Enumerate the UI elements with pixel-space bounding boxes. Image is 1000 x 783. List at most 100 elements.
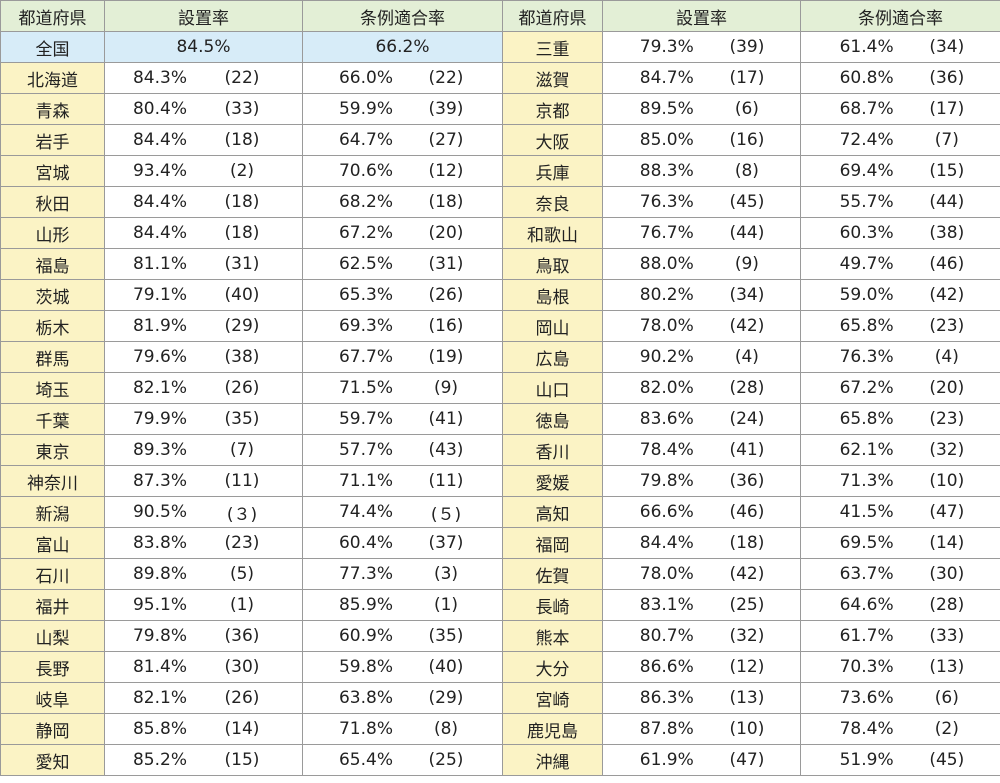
setup-rate: 83.1% (25) — [602, 589, 801, 621]
ordinance-rate-rank: (2) — [934, 719, 959, 739]
table-row: 秋田 84.4% (18) 68.2% (18) 奈良 76.3% (45) 55.7% (44) — [0, 186, 1000, 218]
ordinance-rate: 57.7% (43) — [302, 434, 503, 466]
prefecture-name: 山梨 — [0, 620, 105, 652]
setup-rate-value: 89.5% — [639, 99, 694, 119]
setup-rate-value: 89.8% — [132, 564, 187, 584]
prefecture-name: 群馬 — [0, 341, 105, 373]
setup-rate-value: 85.0% — [639, 130, 694, 150]
prefecture-name: 神奈川 — [0, 465, 105, 497]
prefecture-name: 茨城 — [0, 279, 105, 311]
ordinance-rate-value: 66.0% — [338, 68, 393, 88]
table-row: 東京 89.3% (7) 57.7% (43) 香川 78.4% (41) 62.1% (32) — [0, 434, 1000, 466]
setup-rate: 88.3% (8) — [602, 155, 801, 187]
setup-rate: 80.7% (32) — [602, 620, 801, 652]
prefecture-name: 青森 — [0, 93, 105, 125]
ordinance-rate: 60.4% (37) — [302, 527, 503, 559]
setup-rate: 84.4% (18) — [602, 527, 801, 559]
prefecture-name: 栃木 — [0, 310, 105, 342]
setup-rate-value: 78.0% — [639, 564, 694, 584]
ordinance-rate: 71.8% (8) — [302, 713, 503, 745]
prefecture-name: 福岡 — [502, 527, 603, 559]
ordinance-rate: 70.3% (13) — [800, 651, 1000, 683]
ordinance-rate: 69.4% (15) — [800, 155, 1000, 187]
ordinance-rate-value: 77.3% — [338, 564, 393, 584]
ordinance-rate-value: 60.8% — [839, 68, 894, 88]
table-row: 神奈川 87.3% (11) 71.1% (11) 愛媛 79.8% (36) 71.3% (10… — [0, 465, 1000, 497]
ordinance-rate: 73.6% (6) — [800, 682, 1000, 714]
table-row: 山形 84.4% (18) 67.2% (20) 和歌山 76.7% (44) 60.3% (38… — [0, 217, 1000, 249]
ordinance-rate: 77.3% (3) — [302, 558, 503, 590]
ordinance-rate-value: 65.8% — [839, 316, 894, 336]
setup-rate: 61.9% (47) — [602, 744, 801, 776]
setup-rate-value: 84.4% — [132, 192, 187, 212]
ordinance-rate-rank: (7) — [934, 130, 959, 150]
prefecture-name: 北海道 — [0, 62, 105, 94]
setup-rate-rank: (13) — [729, 688, 765, 708]
setup-rate-value: 93.4% — [132, 161, 187, 181]
setup-rate-rank: (16) — [729, 130, 765, 150]
setup-rate-rank: (18) — [729, 533, 765, 553]
ordinance-rate: 68.2% (18) — [302, 186, 503, 218]
table-row: 愛知 85.2% (15) 65.4% (25) 沖縄 61.9% (47) 51.9% (45) — [0, 744, 1000, 776]
prefecture-name: 秋田 — [0, 186, 105, 218]
setup-rate: 80.2% (34) — [602, 279, 801, 311]
setup-rate-rank: (26) — [224, 688, 260, 708]
setup-rate: 88.0% (9) — [602, 248, 801, 280]
header-ordinance-right: 条例適合率 — [800, 0, 1000, 32]
prefecture-name: 福井 — [0, 589, 105, 621]
ordinance-rate-value: 76.3% — [839, 347, 894, 367]
ordinance-rate-rank: (29) — [428, 688, 464, 708]
setup-rate-value: 90.2% — [639, 347, 694, 367]
setup-rate-rank: (11) — [224, 471, 260, 491]
ordinance-rate-value: 64.7% — [338, 130, 393, 150]
prefecture-name: 三重 — [502, 31, 603, 63]
ordinance-rate-rank: (28) — [929, 595, 965, 615]
setup-rate-value: 84.4% — [132, 223, 187, 243]
ordinance-rate-value: 65.3% — [338, 285, 393, 305]
setup-rate-rank: (23) — [224, 533, 260, 553]
setup-rate-value: 79.1% — [132, 285, 187, 305]
setup-rate: 76.3% (45) — [602, 186, 801, 218]
setup-rate-rank: (45) — [729, 192, 765, 212]
ordinance-rate-value: 59.8% — [338, 657, 393, 677]
prefecture-name: 静岡 — [0, 713, 105, 745]
prefecture-name: 福島 — [0, 248, 105, 280]
setup-rate-value: 79.3% — [639, 37, 694, 57]
ordinance-rate: 70.6% (12) — [302, 155, 503, 187]
ordinance-rate-rank: (30) — [929, 564, 965, 584]
prefecture-name: 岡山 — [502, 310, 603, 342]
ordinance-rate: 63.8% (29) — [302, 682, 503, 714]
setup-rate: 85.0% (16) — [602, 124, 801, 156]
header-prefecture-left: 都道府県 — [0, 0, 105, 32]
setup-rate-rank: (26) — [224, 378, 260, 398]
setup-rate: 78.0% (42) — [602, 558, 801, 590]
ordinance-rate-rank: (36) — [929, 68, 965, 88]
prefecture-name: 香川 — [502, 434, 603, 466]
ordinance-rate-rank: (11) — [428, 471, 464, 491]
setup-rate-value: 85.2% — [132, 750, 187, 770]
ordinance-rate-rank: (20) — [428, 223, 464, 243]
setup-rate: 87.3% (11) — [104, 465, 303, 497]
ordinance-rate-value: 71.3% — [839, 471, 894, 491]
ordinance-rate: 41.5% (47) — [800, 496, 1000, 528]
ordinance-rate: 69.3% (16) — [302, 310, 503, 342]
setup-rate: 85.8% (14) — [104, 713, 303, 745]
prefecture-name: 滋賀 — [502, 62, 603, 94]
ordinance-rate-value: 74.4% — [338, 502, 393, 522]
ordinance-rate-value: 70.6% — [338, 161, 393, 181]
table-row: 山梨 79.8% (36) 60.9% (35) 熊本 80.7% (32) 61.7% (33) — [0, 620, 1000, 652]
setup-rate-value: 79.6% — [132, 347, 187, 367]
ordinance-rate-rank: (12) — [428, 161, 464, 181]
setup-rate-rank: (4) — [734, 347, 759, 367]
setup-rate-rank: (38) — [224, 347, 260, 367]
prefecture-name: 沖縄 — [502, 744, 603, 776]
setup-rate-value: 78.0% — [639, 316, 694, 336]
setup-rate: 82.1% (26) — [104, 372, 303, 404]
ordinance-rate-rank: (9) — [433, 378, 459, 398]
setup-rate-rank: (2) — [229, 161, 255, 181]
prefecture-name: 広島 — [502, 341, 603, 373]
setup-rate-rank: (17) — [729, 68, 765, 88]
ordinance-rate-value: 61.4% — [839, 37, 894, 57]
setup-rate: 79.9% (35) — [104, 403, 303, 435]
setup-rate-value: 89.3% — [132, 440, 187, 460]
